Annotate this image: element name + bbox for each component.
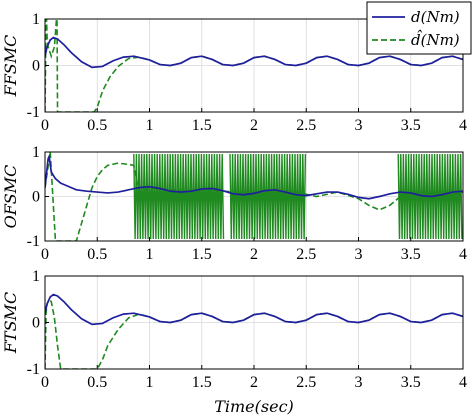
y-tick-label: 0 xyxy=(32,189,40,206)
x-tick-label: 0.5 xyxy=(87,117,107,134)
y-axis-label: FTSMC xyxy=(1,292,20,354)
x-tick-label: 0 xyxy=(41,374,49,391)
x-tick-label: 0 xyxy=(41,246,49,263)
y-tick-label: 0 xyxy=(32,58,40,75)
y-tick-label: 1 xyxy=(32,11,40,28)
x-tick-label: 3 xyxy=(355,246,363,263)
chattering-band xyxy=(229,153,307,240)
series-line-estimate xyxy=(45,152,463,241)
x-tick-label: 4 xyxy=(459,246,467,263)
x-tick-label: 0.5 xyxy=(87,374,107,391)
x-tick-label: 0 xyxy=(41,117,49,134)
legend-label: d(Nm) xyxy=(411,8,460,26)
x-tick-label: 3.5 xyxy=(401,117,421,134)
x-tick-label: 1 xyxy=(146,117,154,134)
legend-label: d̂(Nm) xyxy=(411,30,460,49)
x-tick-label: 2 xyxy=(250,374,258,391)
x-tick-label: 3 xyxy=(355,117,363,134)
y-tick-label: 1 xyxy=(32,144,40,161)
y-tick-label: -1 xyxy=(27,104,40,121)
x-tick-label: 1.5 xyxy=(192,117,212,134)
x-tick-label: 1.5 xyxy=(192,246,212,263)
y-tick-label: 0 xyxy=(32,315,40,332)
chattering-band xyxy=(133,153,225,240)
x-tick-label: 4 xyxy=(459,374,467,391)
series-line-actual xyxy=(45,153,463,200)
x-tick-label: 0.5 xyxy=(87,246,107,263)
y-axis-label: OFSMC xyxy=(1,165,20,229)
x-tick-label: 2.5 xyxy=(296,117,316,134)
y-axis-label: FFSMC xyxy=(1,35,20,98)
x-tick-label: 3 xyxy=(355,374,363,391)
y-tick-label: -1 xyxy=(27,361,40,378)
x-tick-label: 4 xyxy=(459,117,467,134)
x-tick-label: 2.5 xyxy=(296,374,316,391)
x-tick-label: 1 xyxy=(146,374,154,391)
x-tick-label: 3.5 xyxy=(401,374,421,391)
y-tick-label: -1 xyxy=(27,233,40,250)
series-line-actual xyxy=(45,36,463,69)
x-tick-label: 1 xyxy=(146,246,154,263)
x-axis-label: Time(sec) xyxy=(214,397,294,416)
x-tick-label: 2 xyxy=(250,246,258,263)
series-line-actual xyxy=(45,293,463,326)
x-tick-label: 3.5 xyxy=(401,246,421,263)
x-tick-label: 2 xyxy=(250,117,258,134)
x-tick-label: 2.5 xyxy=(296,246,316,263)
x-tick-label: 1.5 xyxy=(192,374,212,391)
legend-box xyxy=(366,1,472,55)
y-tick-label: 1 xyxy=(32,268,40,285)
